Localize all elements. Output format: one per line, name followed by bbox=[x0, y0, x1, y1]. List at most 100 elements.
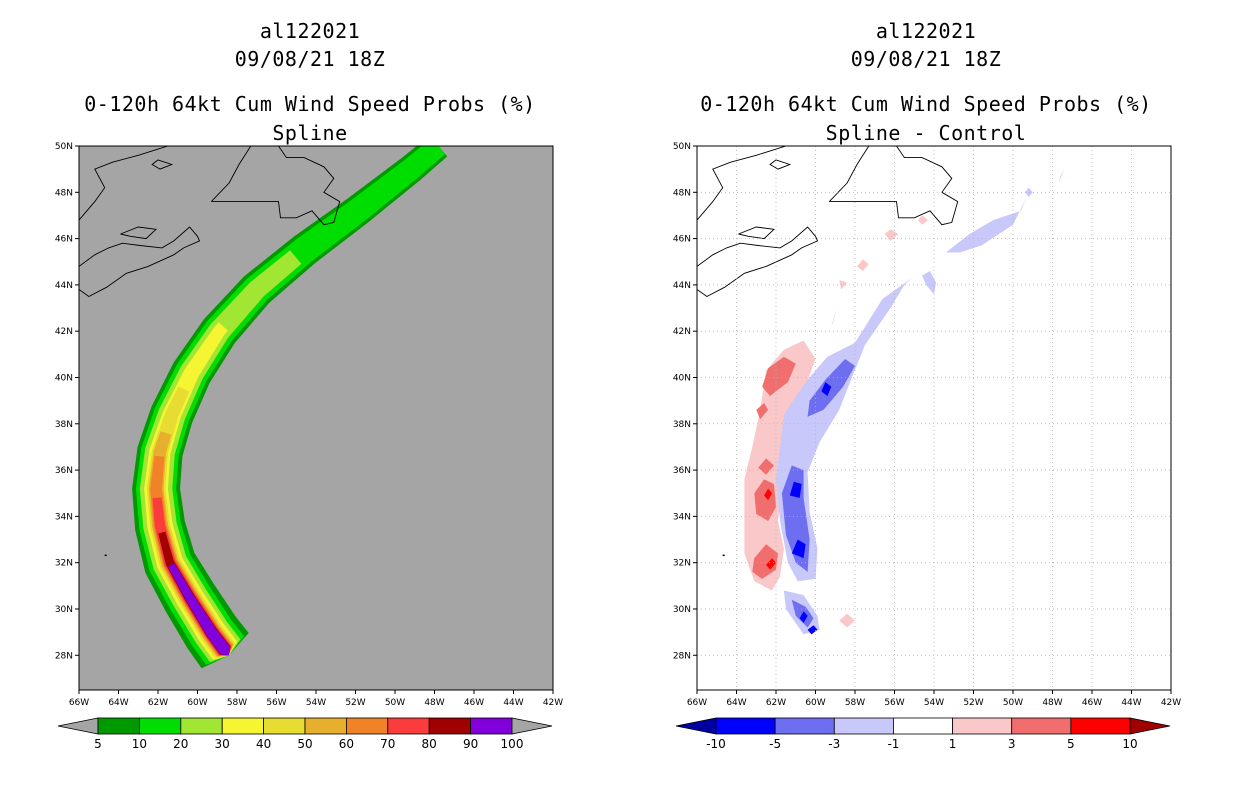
colorbar-label: -10 bbox=[706, 737, 726, 751]
x-tick-label: 46W bbox=[464, 698, 484, 708]
colorbar-swatch-4 bbox=[263, 717, 306, 735]
x-tick-label: 52W bbox=[963, 698, 983, 708]
plot-area bbox=[79, 146, 448, 669]
anomaly-contour-5 bbox=[752, 544, 778, 579]
anomaly-contour-18 bbox=[789, 481, 802, 498]
x-tick-label: 56W bbox=[884, 698, 904, 708]
colorbar-swatch-6 bbox=[345, 717, 389, 735]
colorbar-label: 80 bbox=[422, 737, 437, 751]
y-tick-label: 46N bbox=[55, 235, 73, 245]
y-tick-label: 28N bbox=[55, 651, 73, 661]
coastline-0 bbox=[79, 146, 169, 221]
colorbar-label: 5 bbox=[1067, 737, 1075, 751]
colorbar-swatch-5 bbox=[304, 717, 347, 735]
x-tick-label: 46W bbox=[1082, 698, 1102, 708]
y-tick-label: 40N bbox=[673, 373, 691, 383]
anomaly-contour-9 bbox=[776, 277, 913, 582]
anomaly-contour-20 bbox=[807, 625, 818, 635]
x-tick-label: 62W bbox=[766, 698, 786, 708]
colorbar-swatch-5 bbox=[1011, 717, 1072, 735]
colorbar-label: 5 bbox=[94, 737, 102, 751]
colorbar-swatch-7 bbox=[387, 717, 430, 735]
colorbar-label: 50 bbox=[297, 737, 312, 751]
anomaly-contour-22 bbox=[884, 229, 899, 241]
y-tick-label: 44N bbox=[673, 281, 691, 291]
anomaly-contour-4 bbox=[758, 458, 774, 475]
y-tick-label: 46N bbox=[673, 235, 691, 245]
y-tick-label: 40N bbox=[55, 373, 73, 383]
anomaly-contour-7 bbox=[766, 558, 776, 570]
island-bermuda bbox=[104, 554, 107, 557]
colorbar-swatch-4 bbox=[952, 717, 1013, 735]
colorbar: 5 10 20 30 40 50 60 70 80 90 100 bbox=[57, 717, 553, 751]
colorbar-label: -5 bbox=[769, 737, 781, 751]
colorbar-swatch-2 bbox=[833, 717, 894, 735]
y-tick-label: 38N bbox=[55, 420, 73, 430]
anomaly-contour-11 bbox=[945, 196, 1027, 253]
x-tick-label: 66W bbox=[687, 698, 707, 708]
colorbar-label: -1 bbox=[887, 737, 899, 751]
right-chart-subtitle: Spline - Control bbox=[825, 121, 1027, 145]
colorbar-label: 10 bbox=[1122, 737, 1137, 751]
colorbar-swatch-8 bbox=[428, 717, 472, 735]
colorbar-label: 10 bbox=[132, 737, 147, 751]
x-tick-label: 60W bbox=[187, 698, 207, 708]
x-tick-label: 64W bbox=[108, 698, 128, 708]
swath-contour-10 bbox=[135, 146, 446, 665]
coastline-3 bbox=[828, 146, 870, 202]
colorbar-label: 70 bbox=[380, 737, 395, 751]
colorbar-label: 100 bbox=[501, 737, 524, 751]
anomaly-contour-10 bbox=[922, 271, 936, 295]
colorbar-swatch-2 bbox=[180, 717, 223, 735]
colorbar-label: 60 bbox=[339, 737, 354, 751]
chart-panel-left: 66W 64W 62W 60W 58W 56W 54W 52W 50W 48W 46W 44W 42W 5… bbox=[55, 142, 563, 751]
anomaly-contour-3 bbox=[754, 479, 776, 521]
colorbar: -10 -5 -3 -1 1 3 5 10 bbox=[675, 717, 1171, 751]
coastline-1 bbox=[79, 226, 201, 298]
x-tick-label: 52W bbox=[345, 698, 365, 708]
y-tick-label: 36N bbox=[55, 466, 73, 476]
colorbar-swatch-6 bbox=[1070, 717, 1131, 735]
x-tick-label: 48W bbox=[424, 698, 444, 708]
y-tick-label: 48N bbox=[673, 188, 691, 198]
anomaly-contour-1 bbox=[762, 356, 796, 396]
left-storm-id: al122021 bbox=[259, 19, 361, 43]
y-tick-label: 36N bbox=[673, 466, 691, 476]
right-chart-title: 0-120h 64kt Cum Wind Speed Probs (%) bbox=[700, 92, 1152, 116]
right-storm-id: al122021 bbox=[875, 19, 977, 43]
coastline-4 bbox=[829, 146, 959, 226]
colorbar-swatch-3 bbox=[221, 717, 264, 735]
y-tick-label: 48N bbox=[55, 188, 73, 198]
x-tick-label: 54W bbox=[924, 698, 944, 708]
anomaly-contour-26 bbox=[839, 613, 855, 628]
x-tick-label: 50W bbox=[385, 698, 405, 708]
x-tick-label: 42W bbox=[543, 698, 563, 708]
x-tick-label: 56W bbox=[266, 698, 286, 708]
colorbar-label: 40 bbox=[256, 737, 271, 751]
coastline-0 bbox=[697, 146, 787, 221]
x-tick-label: 60W bbox=[805, 698, 825, 708]
plot-area bbox=[697, 146, 1171, 690]
anomaly-contour-21 bbox=[799, 611, 808, 623]
colorbar-swatch-9 bbox=[470, 717, 513, 735]
chart-panel-right: 66W 64W 62W 60W 58W 56W 54W 52W 50W 48W 46W 44W 42W 5… bbox=[673, 142, 1181, 751]
colorbar-label: 90 bbox=[463, 737, 478, 751]
anomaly-contour-17 bbox=[791, 539, 806, 559]
colorbar-label: 1 bbox=[949, 737, 957, 751]
anomaly-contour-25 bbox=[839, 280, 848, 290]
island-bermuda bbox=[722, 554, 725, 557]
y-tick-label: 32N bbox=[55, 559, 73, 569]
colorbar-arrow-low bbox=[675, 717, 717, 735]
x-tick-label: 50W bbox=[1003, 698, 1023, 708]
x-tick-label: 58W bbox=[227, 698, 247, 708]
colorbar-swatch-0 bbox=[97, 717, 140, 735]
colorbar-arrow-high bbox=[1129, 717, 1171, 735]
x-tick-label: 66W bbox=[69, 698, 89, 708]
anomaly-contour-2 bbox=[756, 403, 769, 420]
colorbar-arrow-low bbox=[57, 717, 99, 735]
coastline-4 bbox=[211, 146, 341, 226]
y-tick-label: 32N bbox=[673, 559, 691, 569]
left-chart-subtitle: Spline bbox=[272, 121, 348, 145]
anomaly-contour-19 bbox=[821, 382, 832, 396]
